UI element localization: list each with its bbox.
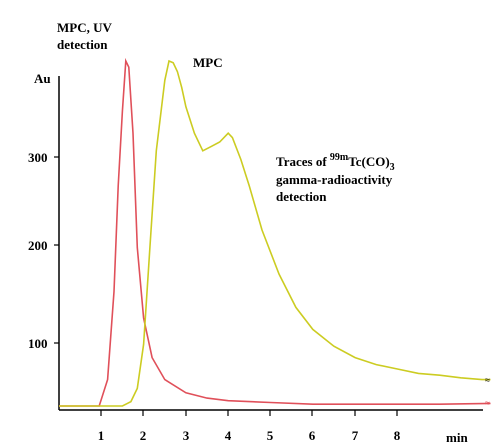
annotation-uv-line2: detection xyxy=(57,37,108,52)
series-line-gamma-radioactivity xyxy=(59,59,491,407)
y-tick-label-300: 300 xyxy=(28,150,48,165)
x-tick-label-2: 2 xyxy=(140,428,147,443)
series-line-mpc-uv xyxy=(59,57,491,407)
x-tick-label-3: 3 xyxy=(183,428,190,443)
y-axis-label: Au xyxy=(34,71,51,86)
y-tick-label-100: 100 xyxy=(28,336,48,351)
annotation-traces-prefix: Traces of xyxy=(276,154,330,169)
annotation-traces-line2: gamma-radioactivity xyxy=(276,172,393,187)
annotation-traces-line3: detection xyxy=(276,189,327,204)
annotation-traces-subscript: 3 xyxy=(389,162,395,173)
x-tick-label-5: 5 xyxy=(267,428,274,443)
annotation-uv-line1: MPC, UV xyxy=(57,20,112,35)
y-tick-label-200: 200 xyxy=(28,238,48,253)
x-axis-label: min xyxy=(446,430,468,445)
annotation-mpc: MPC xyxy=(193,55,223,70)
series-end-marker-yellow: ≈ xyxy=(485,375,490,385)
x-tick-label-1: 1 xyxy=(98,428,105,443)
annotation-traces: Traces of 99mTc(CO)3 xyxy=(276,150,395,176)
x-tick-label-4: 4 xyxy=(225,428,232,443)
x-tick-label-7: 7 xyxy=(352,428,359,443)
annotation-traces-species: Tc(CO) xyxy=(348,154,390,169)
annotation-traces-isotope: 99m xyxy=(329,152,349,163)
x-tick-label-6: 6 xyxy=(309,428,316,443)
x-tick-label-8: 8 xyxy=(394,428,401,443)
series-end-marker-red: ≈ xyxy=(485,398,490,408)
